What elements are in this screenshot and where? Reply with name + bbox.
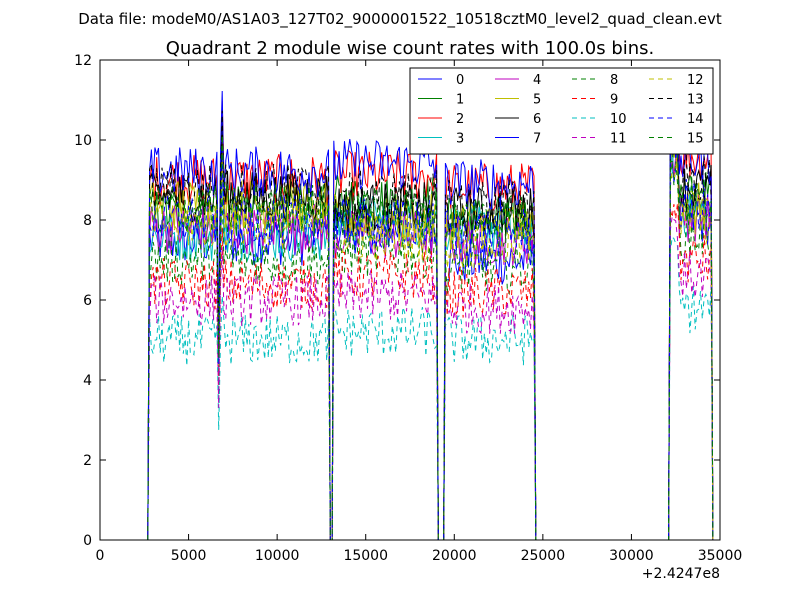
suptitle: Data file: modeM0/AS1A03_127T02_90000015…: [78, 10, 722, 29]
x-tick-label: 20000: [432, 548, 477, 564]
series-line-9: [147, 203, 714, 541]
chart-title: Quadrant 2 module wise count rates with …: [166, 38, 655, 59]
legend-label-11: 11: [610, 132, 627, 147]
legend-label-4: 4: [533, 73, 541, 88]
y-tick-label: 4: [83, 373, 92, 389]
y-tick-label: 12: [74, 53, 92, 69]
x-tick-label: 15000: [343, 548, 388, 564]
x-tick-label: 30000: [609, 548, 654, 564]
legend-label-14: 14: [687, 112, 704, 127]
legend-label-10: 10: [610, 112, 627, 127]
y-tick-label: 0: [83, 533, 92, 549]
legend-label-0: 0: [456, 73, 464, 88]
y-tick-label: 8: [83, 213, 92, 229]
y-tick-label: 10: [74, 133, 92, 149]
x-tick-label: 10000: [255, 548, 300, 564]
legend-label-13: 13: [687, 93, 704, 108]
legend-label-2: 2: [456, 112, 464, 127]
x-tick-label: 35000: [698, 548, 743, 564]
legend-label-1: 1: [456, 93, 464, 108]
legend-label-12: 12: [687, 73, 704, 88]
legend-label-6: 6: [533, 112, 541, 127]
plot-area: 0 5000 10000 15000 20000 25000 30000 35000 0 2 4 6…: [74, 53, 742, 564]
legend-box: [409, 67, 714, 155]
series-line-10: [147, 236, 714, 541]
x-tick-label: 0: [96, 548, 105, 564]
x-tick-label: 5000: [171, 548, 207, 564]
x-axis: 0 5000 10000 15000 20000 25000 30000 35000: [96, 60, 743, 564]
legend-label-15: 15: [687, 132, 704, 147]
y-tick-label: 2: [83, 453, 92, 469]
x-offset-label: +2.4247e8: [642, 566, 720, 582]
legend-label-5: 5: [533, 93, 541, 108]
legend-label-7: 7: [533, 132, 541, 147]
x-tick-label: 25000: [521, 548, 566, 564]
series-line-15: [147, 128, 714, 541]
legend-label-8: 8: [610, 73, 618, 88]
legend-label-3: 3: [456, 132, 464, 147]
y-tick-label: 6: [83, 293, 92, 309]
series-layer: [147, 83, 714, 541]
legend-label-9: 9: [610, 93, 618, 108]
series-line-11: [147, 214, 714, 541]
